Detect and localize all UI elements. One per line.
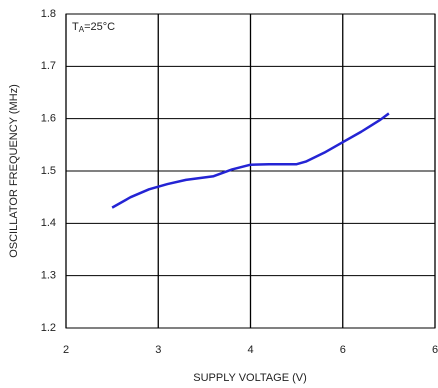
y-tick-label: 1.7: [41, 60, 56, 72]
y-tick-label: 1.8: [41, 8, 56, 20]
annotation-part: T: [72, 21, 79, 33]
x-tick-label: 6: [432, 344, 438, 356]
y-axis-label: OSCILLATOR FREQUENCY (MHz): [8, 84, 20, 258]
y-tick-label: 1.2: [41, 322, 56, 334]
x-axis-label: SUPPLY VOLTAGE (V): [193, 372, 307, 384]
annotation: TA=25°C: [72, 21, 115, 34]
y-tick-label: 1.5: [41, 165, 56, 177]
x-tick-label: 6: [340, 344, 346, 356]
x-tick-label: 3: [155, 344, 161, 356]
x-tick-label: 2: [63, 344, 69, 356]
annotation-sub: A: [79, 25, 85, 34]
x-tick-label: 4: [247, 344, 253, 356]
y-tick-label: 1.6: [41, 113, 56, 125]
annotation-part: =25°C: [84, 21, 115, 33]
y-tick-label: 1.3: [41, 270, 56, 282]
y-tick-label: 1.4: [41, 217, 56, 229]
data-line: [111, 112, 390, 209]
